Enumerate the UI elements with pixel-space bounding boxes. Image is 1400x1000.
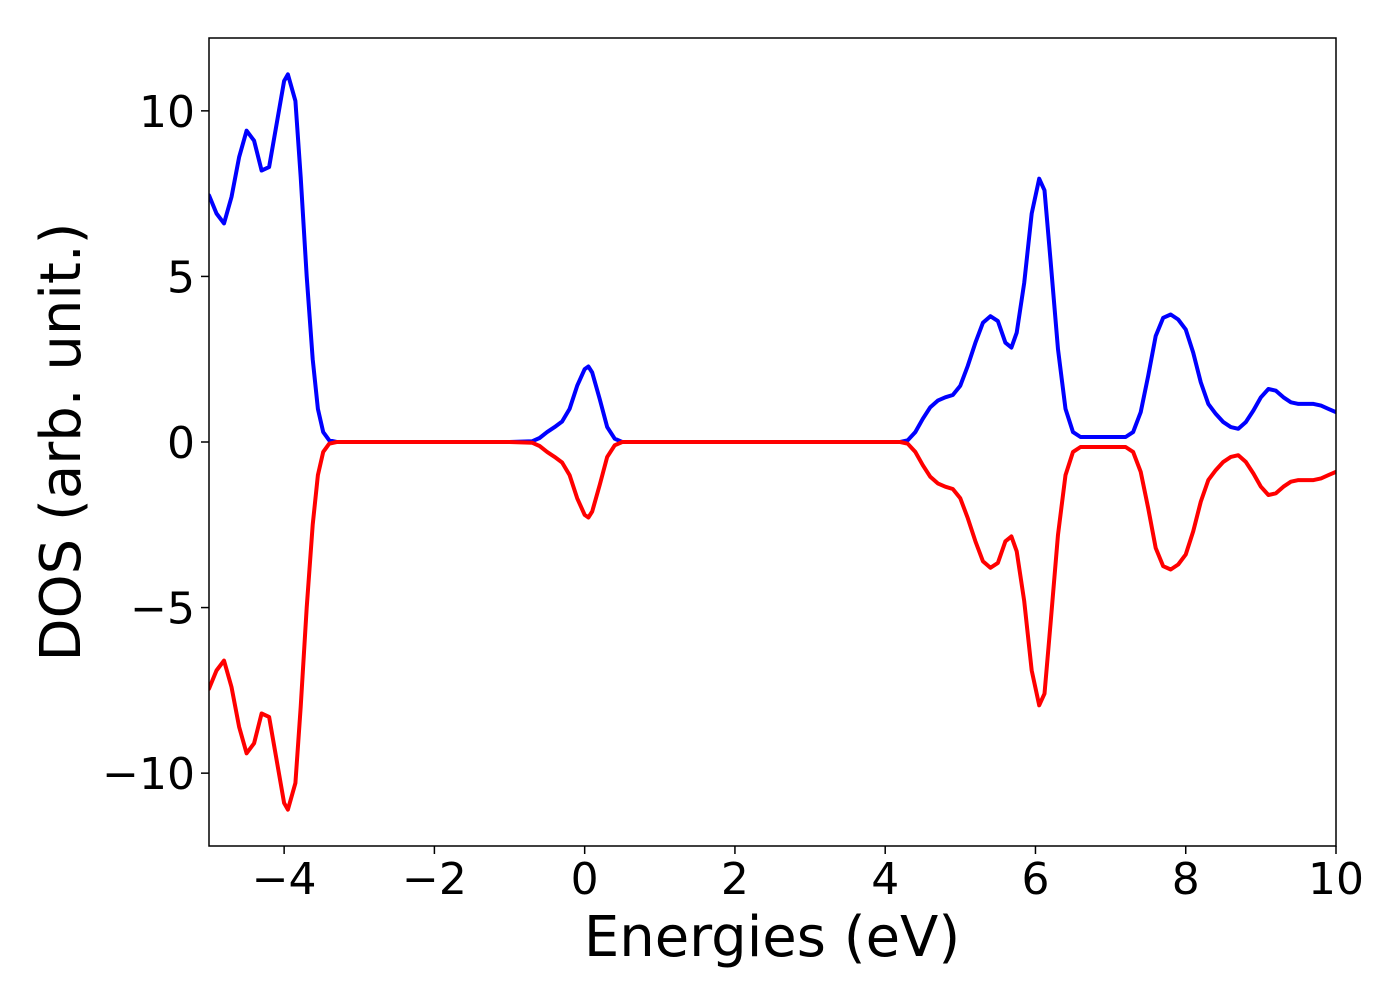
x-tick-label: −4 [252,854,317,905]
y-tick-label: 5 [167,252,195,303]
y-tick-label: −10 [102,749,195,800]
x-axis: −4 −2 0 2 4 6 8 10 [252,846,1364,905]
x-tick-label: 2 [721,854,749,905]
dos-series-line-down [209,440,1336,812]
series-layer [209,72,1336,812]
x-tick-label: 4 [871,854,899,905]
dos-series-line-up [209,72,1336,444]
x-tick-label: 10 [1308,854,1364,905]
x-axis-label: Energies (eV) [584,905,960,970]
x-tick-label: 6 [1021,854,1049,905]
x-tick-label: −2 [402,854,467,905]
y-tick-label: 10 [139,87,195,138]
y-axis: −10 −5 0 5 10 [102,87,209,800]
x-tick-label: 8 [1172,854,1200,905]
y-axis-label: DOS (arb. unit.) [29,222,94,661]
x-tick-label: 0 [571,854,599,905]
y-tick-label: −5 [130,584,195,635]
y-tick-label: 0 [167,418,195,469]
